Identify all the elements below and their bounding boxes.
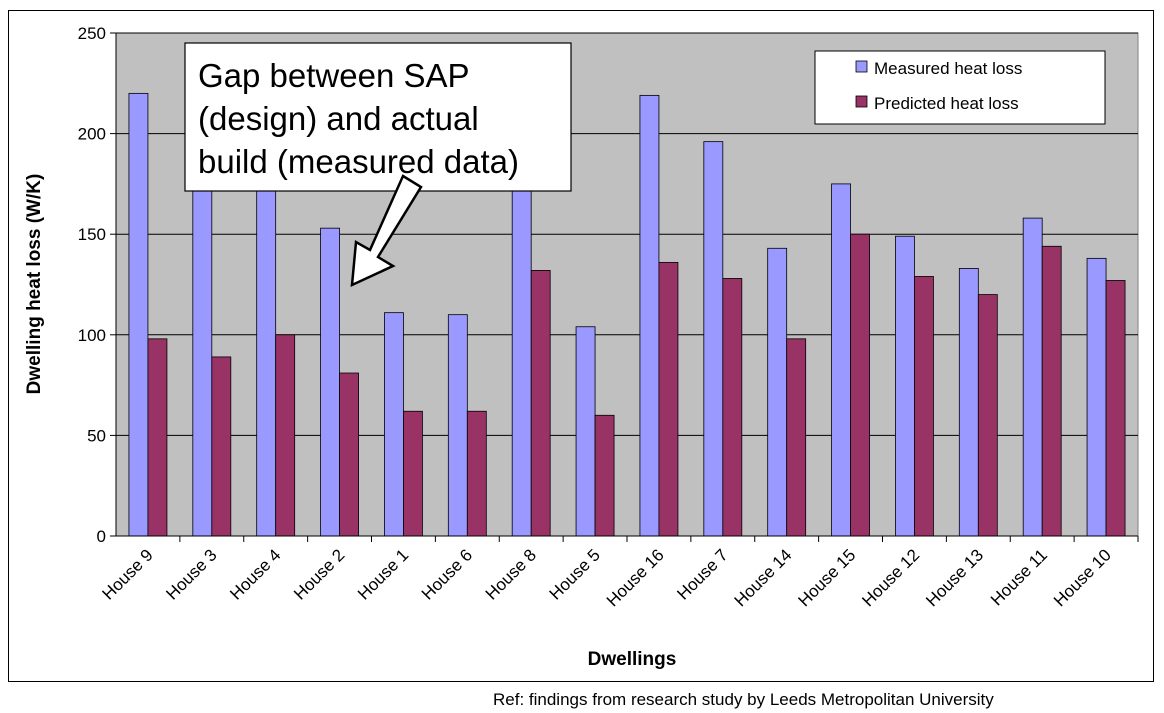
bar-measured-house-15 [831, 183, 851, 537]
annotation-box [184, 42, 572, 192]
bar-predicted-house-6 [466, 410, 487, 537]
x-tick-label: House 6 [418, 545, 476, 603]
x-tick-label: House 12 [858, 545, 923, 610]
x-tick-label: House 10 [1050, 545, 1115, 610]
annotation-line-2: (design) and actual [198, 100, 479, 137]
bar-measured-house-10 [1086, 257, 1107, 537]
reference-note: Ref: findings from research study by Lee… [493, 690, 994, 709]
y-tick-label: 250 [78, 24, 106, 43]
bar-predicted-house-5 [594, 414, 615, 537]
bar-predicted-house-7 [722, 278, 743, 537]
x-axis-ticks: House 9 House 3 House 4 House 2 House 1 House… [99, 535, 1139, 610]
x-tick-label: House 14 [731, 545, 796, 610]
bar-measured-house-8 [511, 157, 532, 537]
bar-measured-house-14 [767, 247, 788, 537]
bar-measured-house-3 [192, 163, 213, 537]
bar-predicted-house-12 [914, 276, 934, 537]
bar-predicted-house-13 [977, 294, 998, 537]
x-tick-label: House 1 [354, 545, 412, 603]
legend-swatch-measured [855, 60, 868, 73]
legend: Measured heat loss Predicted heat loss [814, 50, 1106, 125]
y-tick-label: 200 [78, 125, 106, 144]
bar-predicted-house-4 [275, 334, 296, 537]
bar-measured-house-7 [703, 141, 724, 537]
x-tick-label: House 5 [546, 545, 604, 603]
bar-predicted-house-9 [147, 338, 168, 537]
bar-measured-house-11 [1022, 217, 1043, 537]
bar-measured-house-13 [958, 268, 979, 537]
x-axis-title: Dwellings [588, 649, 677, 670]
bar-predicted-house-1 [403, 410, 423, 537]
legend-label-measured: Measured heat loss [874, 59, 1022, 78]
y-axis-title: Dwelling heat loss (W/K) [24, 174, 45, 395]
bar-measured-house-1 [384, 312, 404, 537]
bar-predicted-house-10 [1105, 280, 1126, 537]
annotation-callout: Gap between SAP (design) and actual buil… [184, 42, 572, 288]
bars [128, 92, 1126, 537]
annotation-line-3: build (measured data) [198, 143, 519, 180]
bar-predicted-house-2 [339, 372, 359, 537]
annotation-line-1: Gap between SAP [198, 57, 470, 94]
x-tick-label: House 3 [162, 545, 220, 603]
bar-measured-house-6 [447, 314, 468, 537]
x-tick-label: House 13 [922, 545, 987, 610]
bar-predicted-house-14 [786, 338, 807, 537]
bar-predicted-house-11 [1041, 245, 1062, 537]
bar-measured-house-16 [639, 94, 660, 537]
bar-measured-house-2 [320, 227, 340, 537]
bar-predicted-house-8 [530, 270, 551, 537]
bar-measured-house-5 [575, 326, 596, 537]
y-tick-label: 150 [78, 225, 106, 244]
x-tick-label: House 7 [673, 545, 731, 603]
x-tick-label: House 16 [603, 545, 668, 610]
x-tick-label: House 8 [482, 545, 540, 603]
x-tick-label: House 15 [794, 545, 859, 610]
x-tick-label: House 11 [987, 545, 1051, 609]
bar-measured-house-12 [895, 235, 915, 537]
annotation-arrow [350, 174, 423, 288]
x-tick-label: House 9 [99, 545, 157, 603]
y-tick-label: 0 [97, 527, 106, 546]
bar-measured-house-9 [128, 92, 149, 537]
legend-label-predicted: Predicted heat loss [874, 94, 1019, 113]
bar-predicted-house-16 [658, 261, 679, 537]
x-tick-label: House 4 [226, 545, 284, 603]
bar-measured-house-4 [256, 159, 277, 537]
y-tick-label: 100 [78, 326, 106, 345]
y-axis-ticks: 0 50 100 150 200 250 [78, 24, 117, 546]
bar-predicted-house-15 [850, 233, 870, 537]
x-tick-label: House 2 [290, 545, 348, 603]
legend-swatch-predicted [855, 95, 868, 108]
bar-predicted-house-3 [211, 356, 232, 537]
y-tick-label: 50 [87, 426, 106, 445]
